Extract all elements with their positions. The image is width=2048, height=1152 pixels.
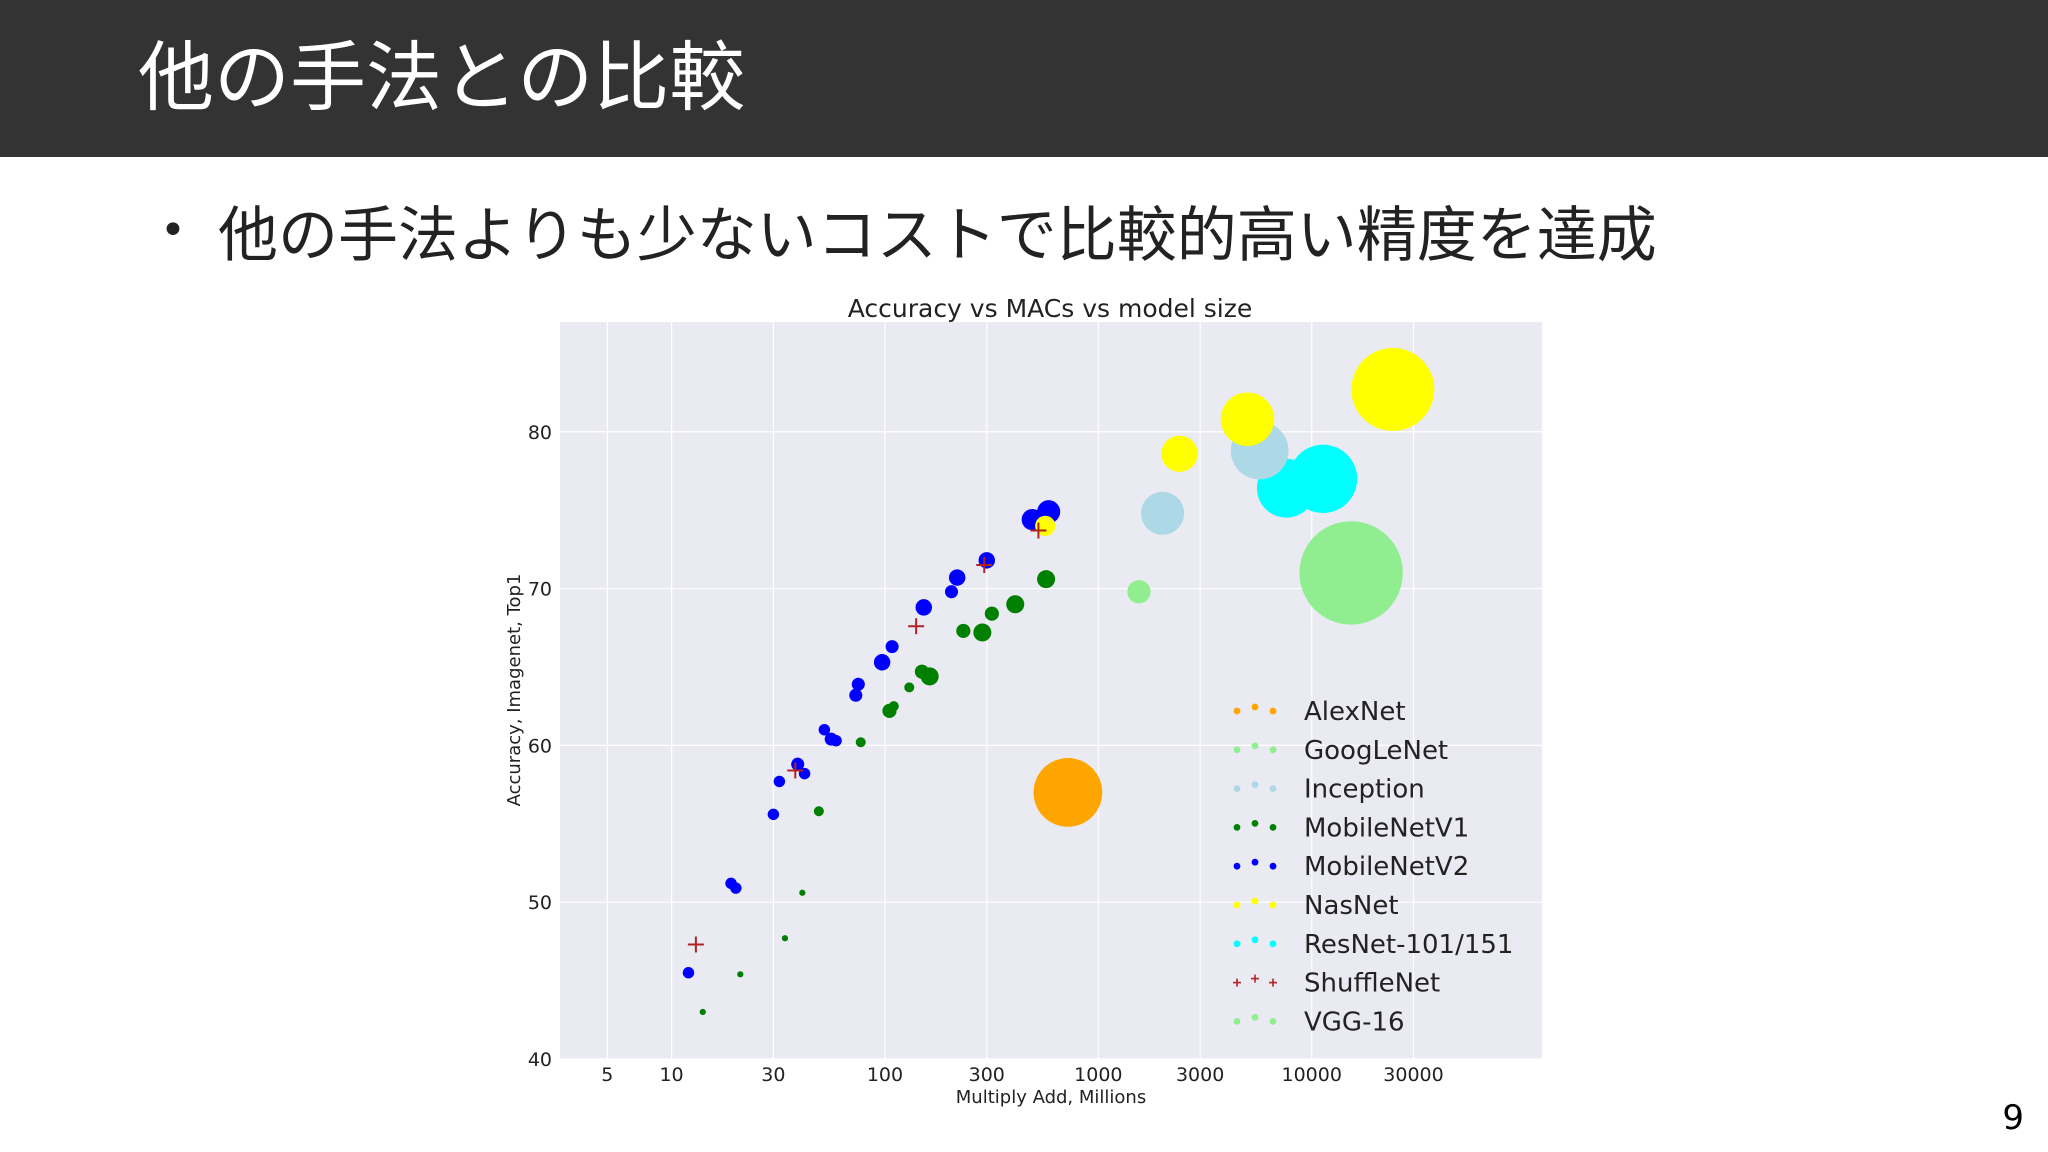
legend-item: AlexNet [1233, 697, 1406, 727]
data-point-alexnet [1033, 758, 1103, 827]
bullet-item: • 他の手法よりも少ないコストで比較的高い精度を達成 [160, 190, 1657, 271]
x-tick-label: 100 [867, 1064, 903, 1086]
data-point-nasnet [1220, 392, 1275, 446]
data-point-mobilenetv1 [737, 971, 744, 978]
data-point-shufflenet [1030, 522, 1047, 539]
data-point-mobilenetv1 [914, 664, 930, 679]
page-number: 9 [2002, 1098, 2024, 1138]
data-point-nasnet [1351, 347, 1435, 431]
plot-area [560, 322, 1542, 1059]
data-point-mobilenetv1 [1006, 595, 1025, 614]
data-point-nasnet [1161, 435, 1198, 472]
legend-label: Inception [1304, 775, 1425, 805]
data-point-mobilenetv1 [813, 806, 824, 817]
x-tick-label: 30 [761, 1064, 785, 1086]
data-point-shufflenet [687, 936, 704, 953]
data-point-mobilenetv2 [767, 808, 780, 821]
y-axis-label: Accuracy, Imagenet, Top1 [504, 574, 525, 807]
x-tick-label: 300 [969, 1064, 1005, 1086]
data-point-mobilenetv1 [855, 737, 866, 748]
data-point-mobilenetv1 [973, 623, 992, 642]
data-point-vgg-16 [1299, 521, 1403, 625]
y-tick-label: 80 [528, 422, 552, 444]
data-point-inception [1141, 491, 1185, 535]
data-point-mobilenetv2 [773, 775, 786, 788]
bullet-symbol: • [160, 204, 186, 256]
data-point-mobilenetv2 [915, 599, 932, 616]
data-point-mobilenetv1 [956, 623, 971, 639]
slide-title: 他の手法との比較 [138, 33, 746, 122]
data-point-mobilenetv1 [781, 935, 789, 942]
data-point-mobilenetv2 [818, 723, 831, 736]
y-tick-label: 50 [528, 892, 552, 914]
data-point-mobilenetv1 [904, 682, 915, 693]
x-axis-ticks: 5 10 30 100 300 1000 3000 10000 30000 [601, 1064, 1443, 1086]
legend-item: GoogLeNet [1233, 736, 1448, 766]
data-point-googlenet [1127, 580, 1151, 604]
data-point-mobilenetv2 [948, 569, 966, 586]
data-point-mobilenetv2 [849, 688, 863, 702]
data-point-mobilenetv1 [699, 1008, 706, 1016]
legend-item: MobileNetV2 [1233, 852, 1469, 882]
legend-label: MobileNetV2 [1304, 852, 1469, 882]
data-point-mobilenetv1 [799, 889, 806, 896]
legend-label: GoogLeNet [1304, 736, 1448, 766]
x-tick-label: 10000 [1281, 1064, 1341, 1086]
data-point-shufflenet [787, 762, 804, 779]
data-point-mobilenetv2 [944, 585, 959, 599]
data-point-mobilenetv2 [851, 677, 865, 691]
legend-item: MobileNetV1 [1233, 813, 1469, 843]
data-point-mobilenetv2 [885, 640, 899, 654]
legend: AlexNet GoogLeNet Inception MobileNetV1 Mobi… [1233, 697, 1513, 1037]
data-point-shufflenet [976, 557, 993, 574]
data-point-mobilenetv1 [984, 606, 999, 621]
data-point-mobilenetv2 [830, 734, 842, 747]
x-tick-label: 30000 [1383, 1064, 1443, 1086]
legend-label: ShuffleNet [1304, 969, 1440, 999]
y-tick-label: 70 [528, 579, 552, 601]
slide-header [0, 0, 2048, 157]
data-points [682, 347, 1435, 1016]
data-point-mobilenetv1 [888, 701, 899, 712]
data-point-shufflenet [908, 618, 925, 635]
bullet-text: 他の手法よりも少ないコストで比較的高い精度を達成 [217, 200, 1657, 271]
data-point-mobilenetv2 [730, 882, 742, 894]
legend-label: VGG-16 [1304, 1007, 1405, 1037]
legend-label: ResNet-101/151 [1304, 930, 1513, 960]
legend-item: Inception [1233, 775, 1425, 805]
chart-title: Accuracy vs MACs vs model size [848, 294, 1253, 323]
data-point-mobilenetv2 [873, 654, 891, 671]
legend-label: MobileNetV1 [1304, 813, 1469, 843]
legend-item: ShuffleNet [1233, 969, 1440, 999]
x-tick-label: 10 [659, 1064, 683, 1086]
x-tick-label: 5 [601, 1064, 613, 1086]
y-tick-label: 40 [528, 1049, 552, 1071]
x-tick-label: 3000 [1176, 1064, 1224, 1086]
data-point-mobilenetv1 [1037, 570, 1056, 589]
data-point-mobilenetv2 [978, 552, 995, 569]
y-tick-label: 60 [528, 735, 552, 757]
x-tick-label: 1000 [1074, 1064, 1122, 1086]
legend-label: AlexNet [1304, 697, 1406, 727]
grid-lines [560, 322, 1542, 1060]
data-point-mobilenetv2 [682, 967, 695, 979]
y-axis-ticks: 40 50 60 70 80 [528, 422, 552, 1071]
legend-item: VGG-16 [1233, 1007, 1405, 1037]
legend-label: NasNet [1304, 891, 1399, 921]
x-axis-label: Multiply Add, Millions [956, 1087, 1146, 1108]
legend-item: NasNet [1233, 891, 1399, 921]
legend-item: ResNet-101/151 [1233, 930, 1513, 960]
